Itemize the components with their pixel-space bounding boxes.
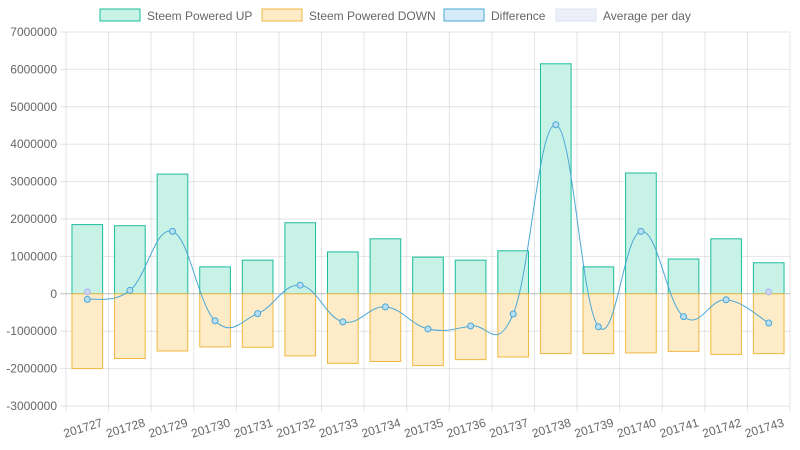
bar-up-201739 [582,266,615,295]
x-tick-label: 201729 [147,415,190,440]
bar-up-201742 [710,238,742,295]
difference-point-201737 [509,310,517,318]
y-tick-label: 1000000 [10,249,57,263]
y-tick-label: 3000000 [10,175,57,189]
difference-point-201742 [722,296,730,304]
x-tick-label: 201742 [701,415,744,440]
bar-down-201742 [710,293,742,355]
difference-point-201731 [254,310,262,318]
legend-swatch [443,8,485,22]
x-tick-label: 201731 [232,415,275,440]
y-tick-label: 7000000 [10,25,57,39]
x-tick-label: 201732 [275,415,318,440]
bar-up-201735 [412,256,444,295]
bar-up-201731 [241,259,274,295]
y-tick-label: 2000000 [10,212,57,226]
x-tick-label: 201727 [62,415,105,440]
legend-item-3[interactable]: Average per day [555,8,691,23]
bar-up-201728 [114,225,146,295]
x-axis-ticks: 201727 201728 201729 201730 201731 201732 2017… [62,415,786,440]
difference-point-201733 [339,318,347,326]
legend-item-0[interactable]: Steem Powered UP [99,8,252,23]
x-tick-label: 201743 [743,415,786,440]
difference-point-201730 [211,317,219,325]
difference-point-201740 [637,227,645,235]
legend-swatch [261,8,303,22]
bar-down-201728 [114,293,146,360]
bar-down-201733 [326,293,359,364]
x-tick-label: 201734 [360,415,403,440]
x-tick-label: 201741 [658,415,701,440]
x-tick-label: 201737 [488,415,531,440]
difference-point-201728 [126,286,134,294]
difference-point-201734 [381,303,389,311]
x-tick-label: 201735 [402,415,445,440]
bar-down-201740 [625,293,657,354]
bar-up-201734 [369,238,402,295]
y-tick-label: 0 [50,287,57,301]
legend-label: Steem Powered DOWN [309,9,436,23]
legend-label: Average per day [603,9,691,23]
y-tick-label: -1000000 [6,324,57,338]
bar-down-201737 [497,293,530,358]
bar-down-201731 [241,293,274,348]
average-point-201727 [83,288,91,296]
difference-point-201736 [467,322,475,330]
legend-label: Difference [491,9,546,23]
difference-point-201741 [680,313,688,321]
difference-point-201735 [424,325,432,333]
bar-up-201741 [667,258,700,295]
x-tick-label: 201736 [445,415,488,440]
lines [83,121,773,336]
legend-item-1[interactable]: Steem Powered DOWN [261,8,436,23]
legend-swatch [99,8,141,22]
y-axis-ticks: 7000000 6000000 5000000 4000000 3000000 20000… [6,25,57,413]
legend-label: Steem Powered UP [147,9,252,23]
difference-point-201739 [594,323,602,331]
legend: Steem Powered UP Steem Powered DOWN Differ… [99,8,691,23]
bars [71,63,785,370]
bar-down-201729 [156,293,189,352]
x-tick-label: 201733 [317,415,360,440]
bar-up-201730 [199,266,231,295]
y-tick-label: 4000000 [10,137,57,151]
bar-up-201738 [539,63,572,295]
bar-up-201727 [71,224,104,295]
x-tick-label: 201738 [530,415,573,440]
x-tick-label: 201739 [573,415,616,440]
difference-point-201732 [296,281,304,289]
y-tick-label: -3000000 [6,399,57,413]
bar-up-201733 [326,251,359,295]
y-tick-label: -2000000 [6,362,57,376]
bar-down-201741 [667,293,700,352]
x-tick-label: 201730 [190,415,233,440]
bar-down-201732 [284,293,317,357]
bar-down-201727 [71,293,104,370]
difference-point-201727 [83,295,91,303]
average-point-201743 [765,288,773,296]
y-tick-label: 6000000 [10,62,57,76]
difference-point-201743 [765,319,773,327]
bar-up-201736 [454,259,487,295]
difference-point-201729 [168,227,176,235]
legend-item-2[interactable]: Difference [443,8,546,23]
legend-swatch [555,8,597,22]
y-tick-label: 5000000 [10,100,57,114]
x-tick-label: 201740 [615,415,658,440]
bar-down-201738 [539,293,572,355]
difference-point-201738 [552,121,560,129]
x-tick-label: 201728 [104,415,147,440]
